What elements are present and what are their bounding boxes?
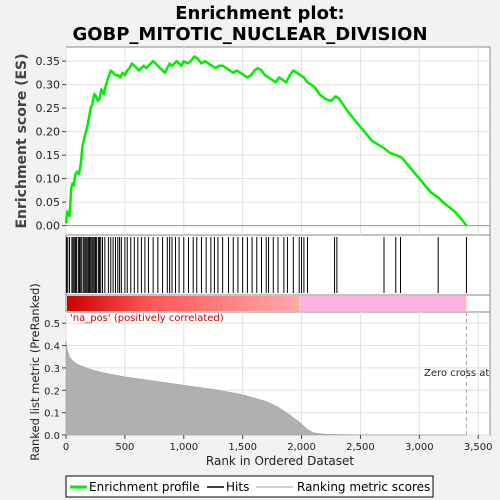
es-y-tick-label: 0.05 <box>36 196 61 209</box>
enrichment-profile <box>64 55 468 227</box>
metric-axis-label: Ranked list metric (PreRanked) <box>28 283 42 461</box>
es-y-tick-label: 0.00 <box>36 220 61 233</box>
x-tick-label: 3,000 <box>405 442 434 453</box>
axes: 0 500 1,000 1,500 2,000 2,500 3,000 3,500 0.00 0.… <box>36 55 493 453</box>
legend-metric-label: Ranking metric scores <box>297 480 430 494</box>
x-tick-label: 500 <box>115 442 134 453</box>
enrichment-panel <box>65 46 491 236</box>
hit-markers <box>66 237 467 293</box>
es-y-tick-label: 0.30 <box>36 79 61 92</box>
chart-title-line1: Enrichment plot: <box>175 3 345 24</box>
legend-hits-label: Hits <box>226 480 249 494</box>
es-line <box>64 55 468 227</box>
metric-y-tick-label: 0.4 <box>44 342 60 353</box>
es-y-tick-label: 0.15 <box>36 149 61 162</box>
metric-y-tick-label: 0.3 <box>44 364 60 375</box>
chart-title-line2: GOBP_MITOTIC_NUCLEAR_DIVISION <box>72 24 427 45</box>
es-y-tick-label: 0.10 <box>36 173 61 186</box>
legend-es-label: Enrichment profile <box>89 480 200 494</box>
legend-box <box>65 475 434 498</box>
x-tick-label: 0 <box>63 442 69 453</box>
metric-y-tick-label: 0.2 <box>44 386 60 397</box>
x-axis-label: Rank in Ordered Dataset <box>206 454 354 468</box>
legend: Enrichment profile Hits Ranking metric s… <box>65 475 434 498</box>
zero-cross-label: Zero cross at <box>424 368 489 379</box>
es-y-tick-label: 0.35 <box>36 55 61 68</box>
metric-y-tick-label: 0.0 <box>44 431 60 442</box>
metric-y-tick-label: 0.5 <box>44 319 60 330</box>
enrichment-gridlines <box>65 47 490 235</box>
negative-rank-band <box>299 296 467 311</box>
x-tick-label: 3,500 <box>464 442 493 453</box>
x-tick-label: 1,000 <box>169 442 198 453</box>
positive-correlation-label: 'na_pos' (positively correlated) <box>70 313 224 324</box>
es-y-tick-label: 0.25 <box>36 102 61 115</box>
rank-gradient-bar <box>67 296 467 311</box>
metric-y-tick-label: 0.1 <box>44 409 60 420</box>
es-y-tick-label: 0.20 <box>36 126 61 139</box>
x-tick-label: 2,500 <box>346 442 375 453</box>
metric-area <box>65 312 467 436</box>
metric-area-fill <box>65 341 467 436</box>
positive-rank-band <box>67 296 300 311</box>
x-tick-label: 1,500 <box>228 442 257 453</box>
x-tick-label: 2,000 <box>287 442 316 453</box>
es-axis-label: Enrichment score (ES) <box>14 53 30 228</box>
